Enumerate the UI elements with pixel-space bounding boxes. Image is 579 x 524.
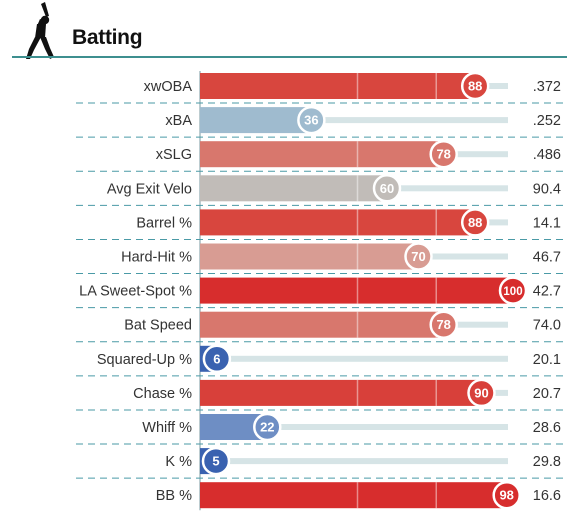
percentile-marker (201, 446, 231, 476)
metric-row: 88 Barrel % 14.1 (76, 208, 566, 240)
metric-row: 6 Squared-Up % 20.1 (76, 344, 566, 377)
header-divider (12, 56, 567, 58)
metric-row: 70 Hard-Hit % 46.7 (76, 242, 566, 275)
percentile-label: 78 (436, 317, 450, 332)
percentile-marker (429, 139, 458, 169)
percentile-label: 88 (468, 79, 482, 94)
metric-row: 98 BB % 16.6 (156, 480, 561, 510)
metric-row: 90 Chase % 20.7 (76, 378, 566, 411)
percentile-bar (200, 175, 389, 202)
metric-value: .486 (533, 147, 561, 163)
percentile-label: 88 (468, 215, 482, 230)
percentile-marker (467, 378, 496, 408)
metric-value: 90.4 (533, 181, 561, 197)
percentile-bar (200, 379, 484, 406)
metric-value: 74.0 (533, 318, 561, 334)
percentile-label: 22 (260, 420, 274, 435)
percentile-marker (498, 276, 528, 305)
metric-row: 22 Whiff % 28.6 (76, 412, 566, 445)
metric-label: K % (165, 454, 192, 470)
metric-rows: 88 xwOBA .372 36 xBA .252 78 xSLG .486 60 Avg Exit… (76, 71, 566, 510)
metric-label: Chase % (133, 386, 192, 402)
bar-track (200, 117, 508, 124)
percentile-bar (200, 277, 515, 304)
metric-value: 20.7 (533, 386, 561, 402)
percentile-label: 60 (380, 181, 394, 196)
metric-value: 29.8 (533, 454, 561, 470)
percentile-marker (372, 174, 402, 203)
metric-label: Whiff % (142, 420, 192, 436)
percentile-bar (200, 107, 314, 134)
metric-label: xBA (165, 113, 192, 129)
percentile-label: 70 (411, 249, 425, 264)
metric-row: 5 K % 29.8 (76, 446, 566, 479)
metric-label: xSLG (156, 147, 192, 163)
percentile-bar (200, 311, 446, 338)
metric-label: Squared-Up % (97, 352, 192, 368)
metric-row: 36 xBA .252 (76, 105, 566, 138)
percentile-label: 90 (474, 385, 488, 400)
metric-value: 46.7 (533, 250, 561, 266)
percentile-marker (429, 310, 458, 339)
percentile-label: 36 (304, 113, 318, 128)
section-header: Batting (0, 0, 579, 62)
percentile-marker (253, 412, 282, 442)
metric-label: Avg Exit Velo (107, 181, 192, 197)
metric-label: Barrel % (136, 215, 192, 231)
percentile-label: 98 (499, 488, 513, 503)
percentile-label: 100 (503, 286, 522, 298)
percentile-marker (492, 480, 521, 510)
metric-value: 28.6 (533, 420, 561, 436)
percentile-marker (460, 208, 490, 237)
percentile-bar (200, 243, 421, 270)
metric-row: 60 Avg Exit Velo 90.4 (76, 174, 566, 206)
percentile-bar (200, 482, 509, 509)
metric-row: 78 xSLG .486 (76, 139, 566, 172)
percentile-marker (202, 344, 232, 374)
bar-track (200, 458, 508, 465)
metric-label: Hard-Hit % (121, 250, 192, 266)
percentile-label: 78 (436, 147, 450, 162)
percentile-marker (404, 242, 433, 271)
metric-label: Bat Speed (124, 318, 192, 334)
bar-track (200, 424, 508, 430)
metric-value: 20.1 (533, 352, 561, 368)
percentile-label: 6 (213, 351, 220, 366)
batter-silhouette-icon (26, 2, 54, 59)
percentile-label: 5 (212, 454, 219, 469)
metric-row: 78 Bat Speed 74.0 (76, 310, 566, 343)
percentile-marker (297, 105, 326, 135)
percentile-bar (200, 73, 478, 99)
metric-row: 88 xwOBA .372 (76, 71, 566, 104)
metric-value: 42.7 (533, 284, 561, 300)
bar-track (200, 355, 508, 362)
percentile-bar (200, 209, 478, 236)
metric-value: .252 (533, 113, 561, 129)
metric-label: BB % (156, 488, 192, 504)
metric-row: 100 LA Sweet-Spot % 42.7 (76, 276, 566, 309)
metric-value: .372 (533, 79, 561, 95)
percentile-bar (200, 141, 446, 168)
metric-label: xwOBA (144, 79, 193, 95)
metric-label: LA Sweet-Spot % (79, 284, 192, 300)
metric-value: 14.1 (533, 215, 561, 231)
metric-value: 16.6 (533, 488, 561, 504)
section-title: Batting (72, 26, 143, 49)
percentile-marker (460, 71, 490, 101)
